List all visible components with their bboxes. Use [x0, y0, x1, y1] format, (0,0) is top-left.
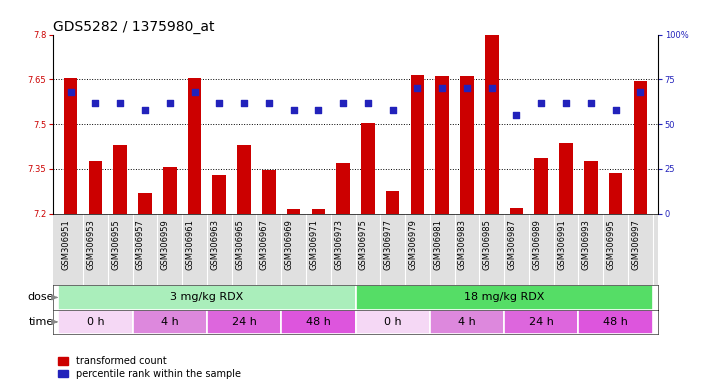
Bar: [361, 122, 375, 214]
Bar: [430, 310, 504, 334]
Text: 48 h: 48 h: [603, 317, 628, 327]
Text: GSM306997: GSM306997: [631, 219, 641, 270]
Text: dose: dose: [27, 293, 54, 303]
Text: GSM306955: GSM306955: [111, 219, 120, 270]
Point: [238, 99, 250, 106]
Text: GDS5282 / 1375980_at: GDS5282 / 1375980_at: [53, 20, 215, 33]
Bar: [579, 310, 653, 334]
Text: GSM306957: GSM306957: [136, 219, 145, 270]
Text: GSM306987: GSM306987: [508, 219, 516, 270]
Bar: [113, 145, 127, 214]
Bar: [634, 81, 647, 214]
Bar: [207, 310, 281, 334]
Point: [263, 99, 274, 106]
Point: [635, 89, 646, 95]
Bar: [435, 76, 449, 214]
Text: GSM306983: GSM306983: [458, 219, 467, 270]
Point: [164, 99, 176, 106]
Point: [585, 99, 597, 106]
Bar: [132, 310, 207, 334]
Text: time: time: [28, 317, 54, 327]
Text: GSM306951: GSM306951: [62, 219, 70, 270]
Bar: [311, 209, 325, 214]
Bar: [287, 209, 300, 214]
Text: 24 h: 24 h: [529, 317, 554, 327]
Point: [338, 99, 349, 106]
Bar: [262, 170, 276, 214]
Point: [461, 85, 473, 91]
Bar: [237, 145, 251, 214]
Text: 4 h: 4 h: [161, 317, 178, 327]
Bar: [356, 285, 653, 310]
Bar: [58, 285, 356, 310]
Text: GSM306993: GSM306993: [582, 219, 591, 270]
Text: GSM306963: GSM306963: [210, 219, 219, 270]
Text: GSM306961: GSM306961: [186, 219, 195, 270]
Legend: transformed count, percentile rank within the sample: transformed count, percentile rank withi…: [58, 356, 241, 379]
Text: GSM306973: GSM306973: [334, 219, 343, 270]
Bar: [460, 76, 474, 214]
Point: [189, 89, 201, 95]
Bar: [560, 144, 573, 214]
Bar: [411, 75, 424, 214]
Text: GSM306991: GSM306991: [557, 219, 566, 270]
Point: [486, 85, 498, 91]
Text: GSM306981: GSM306981: [433, 219, 442, 270]
Point: [437, 85, 448, 91]
Text: 0 h: 0 h: [384, 317, 402, 327]
Text: GSM306995: GSM306995: [606, 219, 616, 270]
Text: GSM306977: GSM306977: [384, 219, 392, 270]
Bar: [213, 175, 226, 214]
Point: [610, 107, 621, 113]
Bar: [386, 191, 400, 214]
Bar: [281, 310, 356, 334]
Text: GSM306975: GSM306975: [359, 219, 368, 270]
Bar: [89, 161, 102, 214]
Bar: [64, 78, 77, 214]
Point: [213, 99, 225, 106]
Bar: [163, 167, 176, 214]
Point: [412, 85, 423, 91]
Point: [387, 107, 398, 113]
Point: [65, 89, 76, 95]
Point: [510, 112, 522, 118]
Text: GSM306971: GSM306971: [309, 219, 319, 270]
Bar: [535, 159, 548, 214]
Text: GSM306989: GSM306989: [533, 219, 541, 270]
Bar: [584, 161, 598, 214]
Text: GSM306965: GSM306965: [235, 219, 244, 270]
Text: 3 mg/kg RDX: 3 mg/kg RDX: [170, 293, 243, 303]
Point: [114, 99, 126, 106]
Text: 18 mg/kg RDX: 18 mg/kg RDX: [464, 293, 545, 303]
Bar: [336, 163, 350, 214]
Bar: [485, 35, 498, 214]
Point: [90, 99, 101, 106]
Bar: [504, 310, 579, 334]
Text: 0 h: 0 h: [87, 317, 105, 327]
Text: GSM306969: GSM306969: [284, 219, 294, 270]
Bar: [58, 310, 132, 334]
Point: [288, 107, 299, 113]
Point: [313, 107, 324, 113]
Point: [139, 107, 151, 113]
Text: 48 h: 48 h: [306, 317, 331, 327]
Text: GSM306985: GSM306985: [483, 219, 492, 270]
Bar: [356, 310, 430, 334]
Bar: [188, 78, 201, 214]
Bar: [510, 208, 523, 214]
Text: GSM306959: GSM306959: [161, 219, 170, 270]
Text: 4 h: 4 h: [458, 317, 476, 327]
Text: 24 h: 24 h: [232, 317, 257, 327]
Text: GSM306953: GSM306953: [87, 219, 95, 270]
Point: [362, 99, 373, 106]
Bar: [138, 193, 151, 214]
Text: GSM306967: GSM306967: [260, 219, 269, 270]
Point: [535, 99, 547, 106]
Bar: [609, 173, 622, 214]
Text: GSM306979: GSM306979: [408, 219, 417, 270]
Point: [560, 99, 572, 106]
